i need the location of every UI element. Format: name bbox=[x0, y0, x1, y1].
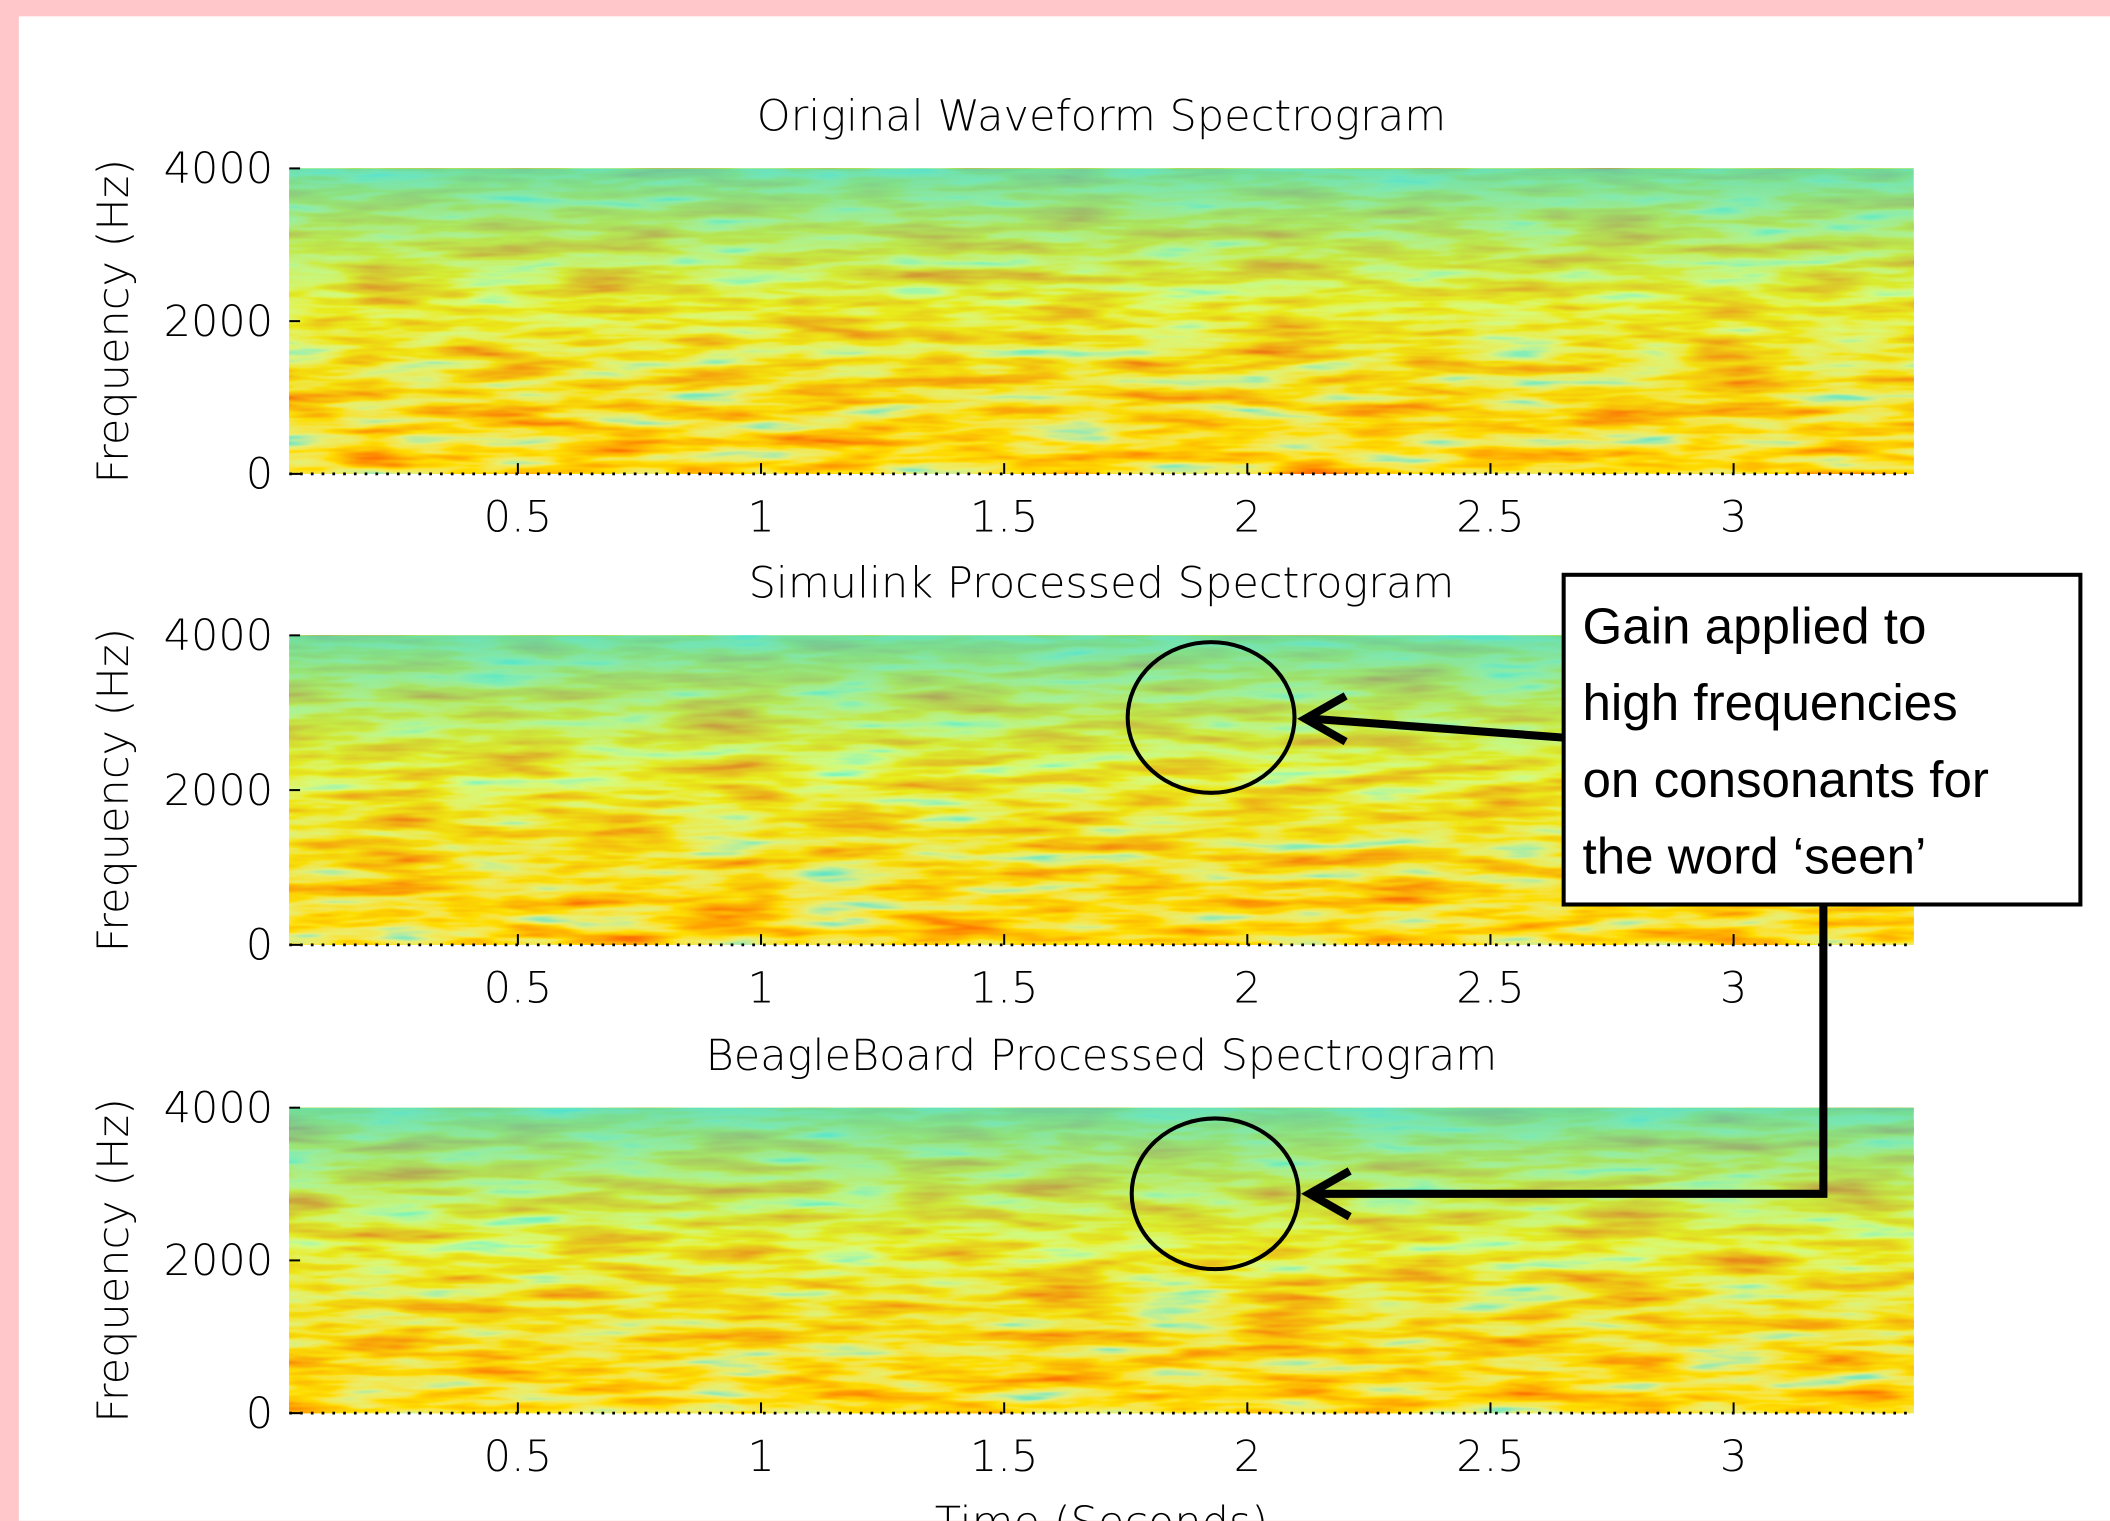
arrow-head bbox=[1297, 692, 1348, 746]
x-tick-label: 0.5 bbox=[484, 1432, 552, 1482]
x-tick-label: 2.5 bbox=[1456, 964, 1524, 1014]
chart-title: Original Waveform Spectrogram bbox=[757, 92, 1446, 142]
arrow bbox=[1312, 904, 1828, 1198]
y-tick-label: 2000 bbox=[164, 297, 274, 347]
x-tick-label: 1.5 bbox=[970, 493, 1038, 543]
annotation-line: on consonants for bbox=[1583, 751, 1989, 808]
x-axis-label: Time (Seconds) bbox=[935, 1498, 1268, 1521]
spectrogram-tint bbox=[289, 1107, 1914, 1414]
x-tick-label: 1 bbox=[747, 1432, 774, 1482]
annotation-line: the word ‘seen’ bbox=[1583, 828, 1927, 885]
y-tick-label: 4000 bbox=[164, 1083, 274, 1133]
plots: Original Waveform Spectrogram Frequency (… bbox=[89, 92, 1914, 1521]
y-axis-label: Frequency (Hz) bbox=[89, 628, 139, 953]
x-tick-label: 2 bbox=[1234, 1432, 1261, 1482]
annotation: Gain applied to high frequencies on cons… bbox=[1125, 572, 2083, 1272]
highlight-circle bbox=[1129, 1116, 1301, 1272]
annotation-line: high frequencies bbox=[1583, 674, 1958, 731]
x-tick-label: 0.5 bbox=[484, 964, 552, 1014]
chart-title: BeagleBoard Processed Spectrogram bbox=[706, 1031, 1498, 1081]
spectrogram-tint bbox=[289, 168, 1914, 474]
x-tick-label: 3 bbox=[1720, 493, 1747, 543]
arrow-head bbox=[1301, 1167, 1352, 1221]
y-tick-label: 2000 bbox=[164, 1236, 274, 1286]
x-tick-label: 2 bbox=[1234, 493, 1261, 543]
x-tick-label: 0.5 bbox=[484, 493, 552, 543]
annotation-line: Gain applied to bbox=[1583, 597, 1927, 654]
y-tick-label: 4000 bbox=[164, 611, 274, 661]
x-tick-label: 2 bbox=[1234, 964, 1261, 1014]
y-tick-label: 0 bbox=[246, 921, 273, 971]
x-tick-label: 1 bbox=[747, 493, 774, 543]
annotation-box bbox=[1561, 572, 2083, 907]
x-tick-label: 1.5 bbox=[970, 1432, 1038, 1482]
y-axis-label: Frequency (Hz) bbox=[89, 159, 139, 484]
y-axis-label: Frequency (Hz) bbox=[89, 1098, 139, 1423]
x-tick-label: 2.5 bbox=[1456, 493, 1524, 543]
arrow bbox=[1311, 714, 1564, 742]
x-tick-label: 3 bbox=[1720, 964, 1747, 1014]
y-tick-label: 4000 bbox=[164, 144, 274, 194]
y-tick-label: 0 bbox=[246, 1389, 273, 1439]
highlight-circle bbox=[1125, 640, 1297, 795]
x-tick-label: 1 bbox=[747, 964, 774, 1014]
y-tick-label: 2000 bbox=[164, 766, 274, 816]
x-tick-label: 2.5 bbox=[1456, 1432, 1524, 1482]
y-tick-label: 0 bbox=[246, 450, 273, 500]
x-tick-label: 3 bbox=[1720, 1432, 1747, 1482]
x-tick-label: 1.5 bbox=[970, 964, 1038, 1014]
chart-title: Simulink Processed Spectrogram bbox=[749, 559, 1455, 609]
